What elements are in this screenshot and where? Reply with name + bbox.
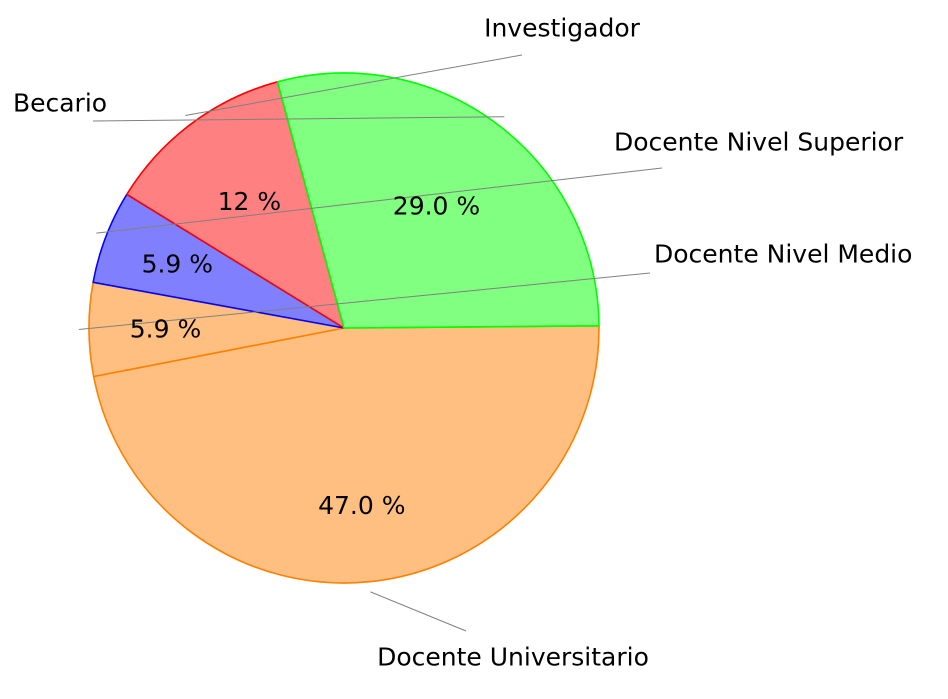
pie-category-label-docente-nivel-superior: Docente Nivel Superior	[614, 128, 904, 157]
pie-category-label-docente-universitario: Docente Universitario	[377, 643, 649, 672]
pie-value-label-investigador: 12 %	[218, 187, 282, 216]
pie-value-label-docente-universitario: 47.0 %	[318, 491, 405, 520]
pie-value-label-docente-nivel-medio: 5.9 %	[130, 314, 201, 343]
pie-slice-investigador	[126, 81, 345, 329]
pie-category-label-becario: Becario	[13, 89, 107, 118]
pie-labels: 47.0 % Docente Universitario 5.9 % Docente …	[13, 14, 913, 672]
leader-line-docente-nivel-medio	[78, 272, 651, 330]
pie-slice-becario	[276, 72, 600, 329]
pie-slices	[88, 72, 600, 584]
leader-line-investigador	[185, 54, 523, 117]
pie-slice-docente-universitario	[92, 324, 600, 584]
leader-line-docente-nivel-superior	[96, 167, 663, 234]
pie-category-label-docente-nivel-medio: Docente Nivel Medio	[654, 240, 912, 269]
pie-value-label-docente-nivel-superior: 5.9 %	[142, 250, 213, 279]
pie-value-label-becario: 29.0 %	[393, 192, 480, 221]
leader-line-docente-universitario	[370, 591, 467, 632]
pie-category-label-investigador: Investigador	[484, 14, 641, 43]
leader-line-becario	[92, 116, 505, 122]
leader-lines	[78, 54, 663, 632]
